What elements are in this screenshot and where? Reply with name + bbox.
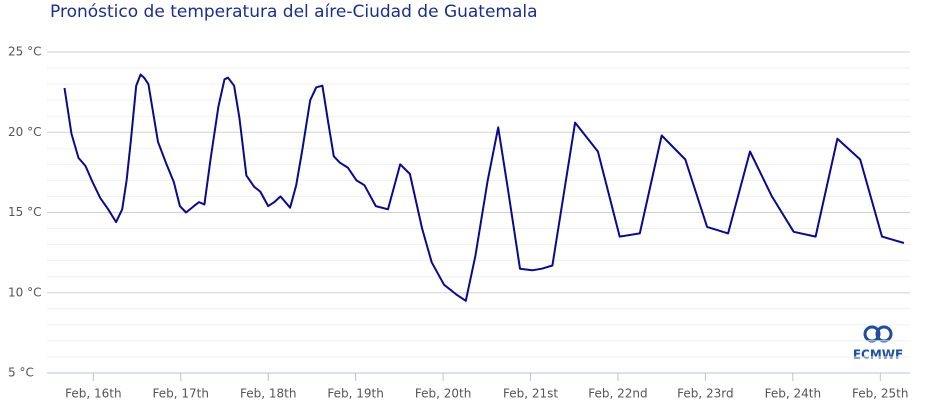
x-tick-label: Feb, 24th	[765, 387, 821, 401]
x-tick-label: Feb, 20th	[415, 387, 471, 401]
x-tick-label: Feb, 21st	[503, 387, 558, 401]
x-tick-label: Feb, 25th	[852, 387, 908, 401]
series-line	[63, 73, 905, 302]
x-tick-label: Feb, 16th	[65, 387, 121, 401]
x-tick-label: Feb, 23rd	[677, 387, 733, 401]
logo-text: ECMWF	[853, 348, 903, 362]
x-tick-label: Feb, 19th	[327, 387, 383, 401]
y-tick-label: 20 °C	[8, 125, 41, 139]
y-tick-label: 10 °C	[8, 285, 41, 299]
chart-title: Pronóstico de temperatura del aíre-Ciuda…	[50, 2, 538, 22]
x-tick-label: Feb, 22nd	[588, 387, 647, 401]
y-tick-label: 5 °C	[8, 366, 34, 380]
y-tick-label: 25 °C	[8, 45, 41, 59]
y-tick-label: 15 °C	[8, 205, 41, 219]
x-tick-label: Feb, 17th	[153, 387, 209, 401]
logo: ECMWF	[853, 325, 903, 362]
x-tick-label: Feb, 18th	[240, 387, 296, 401]
